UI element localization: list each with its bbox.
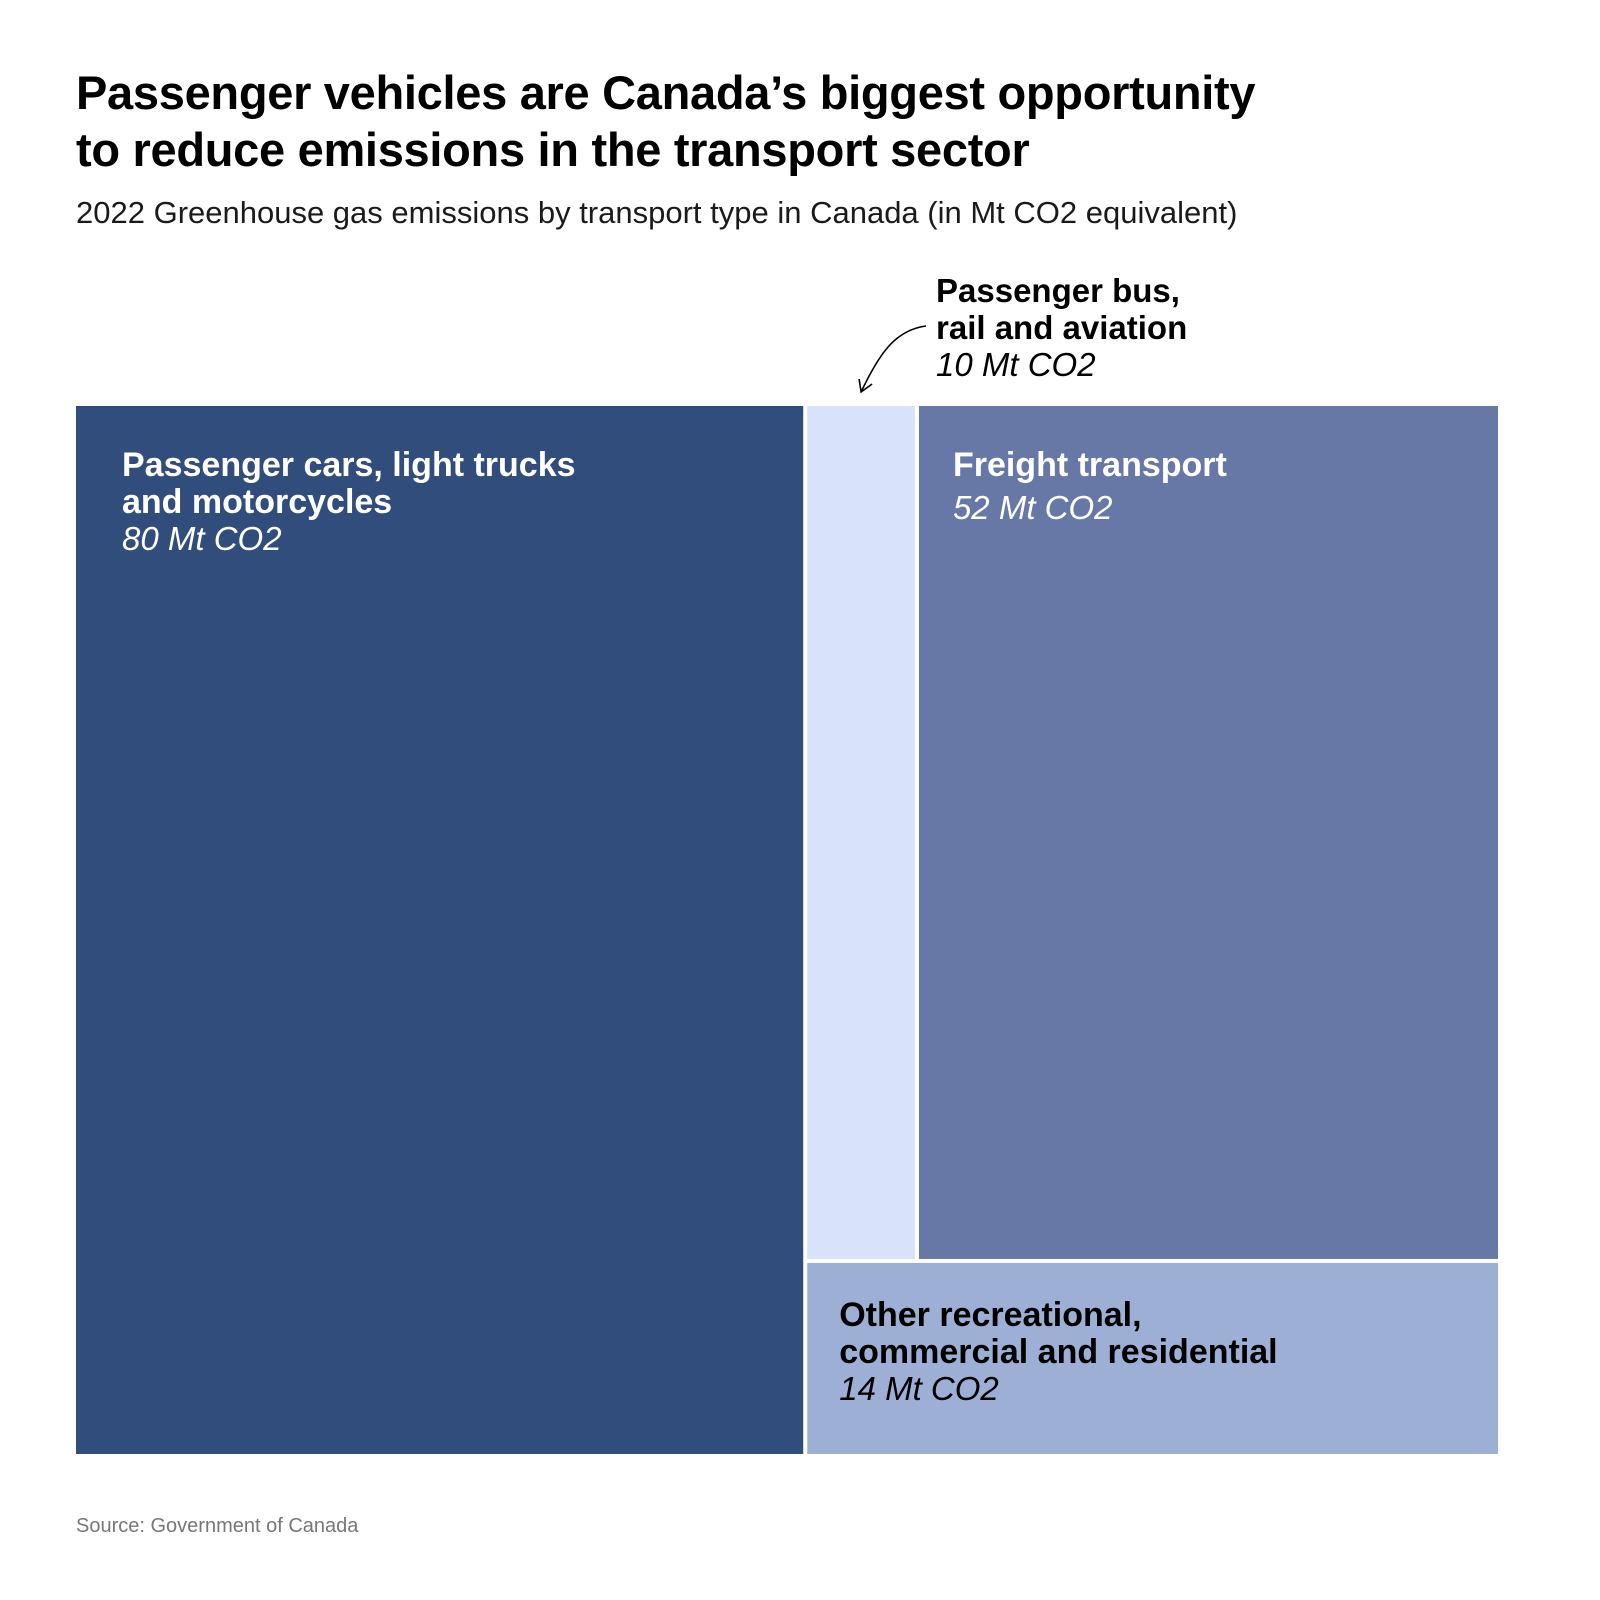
treemap-tile-other-recreational-commercial-and-residential	[807, 1262, 1498, 1454]
treemap-label-freight-transport: Freight transport	[953, 446, 1227, 484]
callout-arrow	[860, 325, 927, 393]
chart-subtitle: 2022 Greenhouse gas emissions by transpo…	[76, 195, 1238, 230]
treemap-tile-freight-transport	[918, 406, 1498, 1259]
callout-arrow-head	[858, 378, 873, 394]
chart-title-line-2: to reduce emissions in the transport sec…	[76, 123, 1030, 176]
treemap-value-passenger-cars-light-trucks-and-motorcycles: 80 Mt CO2	[122, 520, 282, 557]
treemap-label-passenger-bus-rail-and-aviation: Passenger bus, rail and aviation	[936, 272, 1187, 346]
treemap-value-other-recreational-commercial-and-residential: 14 Mt CO2	[839, 1370, 999, 1407]
chart-title: Passenger vehicles are Canada’s biggest …	[76, 64, 1476, 178]
treemap-tile-passenger-bus-rail-and-aviation	[807, 406, 915, 1259]
treemap-value-freight-transport: 52 Mt CO2	[953, 489, 1113, 526]
chart-title-line-1: Passenger vehicles are Canada’s biggest …	[76, 66, 1256, 119]
treemap-tile-passenger-cars-light-trucks-and-motorcycles	[76, 406, 804, 1454]
treemap-label-other-recreational-commercial-and-residential: Other recreational, commercial and reside…	[839, 1296, 1277, 1371]
treemap-label-passenger-cars-light-trucks-and-motorcycles: Passenger cars, light trucks and motorcyc…	[122, 446, 576, 521]
source-note: Source: Government of Canada	[76, 1515, 359, 1537]
treemap-value-passenger-bus-rail-and-aviation: 10 Mt CO2	[936, 346, 1096, 383]
